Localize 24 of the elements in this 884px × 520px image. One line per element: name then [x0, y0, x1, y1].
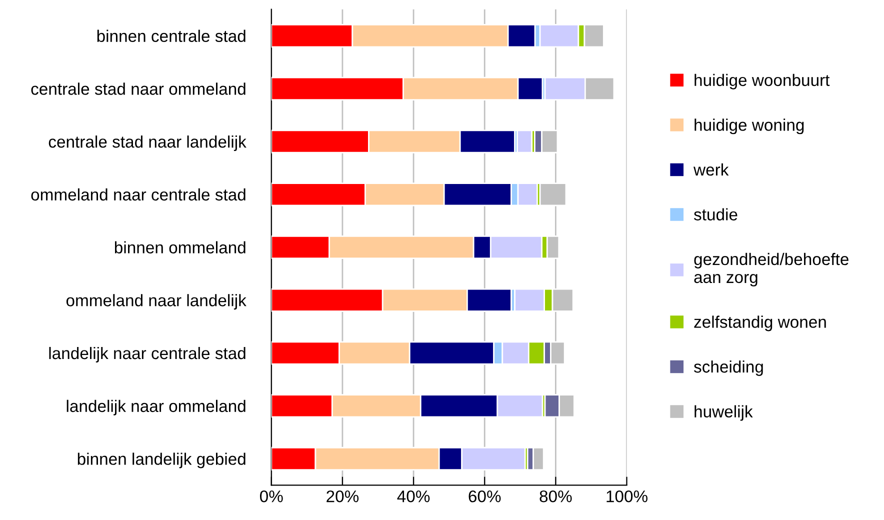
bar	[516, 130, 533, 154]
y-tick-label: binnen centrale stad	[97, 30, 246, 42]
y-tick-label: landelijk naar centrale stad	[49, 346, 246, 362]
legend-label: studie	[694, 208, 738, 220]
x-tick-label: 60%	[468, 490, 501, 502]
legend-label: zelfstandig wonen	[694, 316, 826, 332]
x-tick-label: 80%	[540, 490, 572, 502]
x-tick-label: 100%	[606, 490, 648, 502]
y-tick-label: centrale stad naar landelijk	[48, 135, 246, 152]
legend-label: huwelijk	[694, 405, 753, 421]
legend-label: huidige woning	[694, 118, 804, 134]
y-tick-label: binnen ommeland	[114, 241, 246, 254]
y-tick-label: landelijk naar ommeland	[66, 400, 246, 416]
x-tick-label: 40%	[397, 490, 430, 502]
legend-label: gezondheid/behoefte aan zorg	[694, 252, 848, 286]
x-tick-label: 20%	[326, 490, 359, 502]
y-tick-label: centrale stad naar ommeland	[31, 82, 246, 95]
x-tick-label: 0%	[260, 490, 283, 502]
legend-label: huidige woonbuurt	[694, 74, 830, 90]
legend-label: werk	[693, 163, 729, 176]
y-tick-label: binnen landelijk gebied	[78, 452, 246, 468]
legend-label: scheiding	[694, 360, 763, 376]
y-tick-label: ommeland naar landelijk	[66, 294, 246, 310]
y-tick-label: ommeland naar centrale stad	[31, 188, 246, 201]
